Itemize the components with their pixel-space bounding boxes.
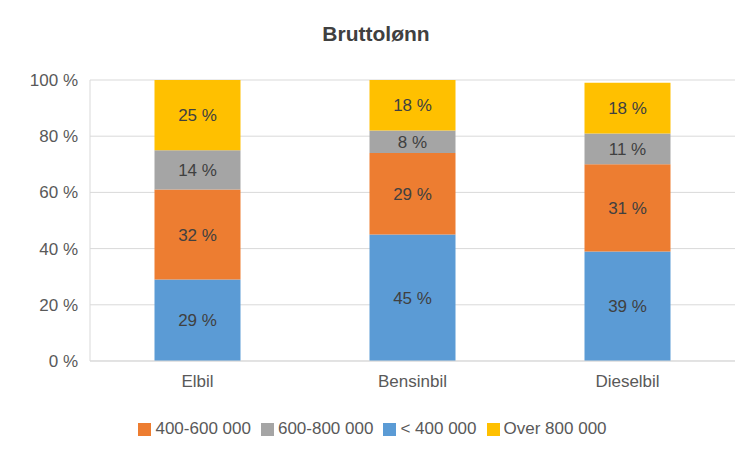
html-text:< 400 000: < 400 000 xyxy=(400,419,477,438)
svg-text:20 %: 20 % xyxy=(39,296,78,315)
svg-text:100 %: 100 % xyxy=(30,71,78,90)
html-text:600-800 000: 600-800 000 xyxy=(277,419,374,438)
svg-text:31 %: 31 % xyxy=(608,199,647,218)
svg-text:39 %: 39 % xyxy=(608,297,647,316)
svg-text:18 %: 18 % xyxy=(393,96,432,115)
svg-text:11 %: 11 % xyxy=(609,140,647,159)
svg-text:29 %: 29 % xyxy=(393,185,432,204)
svg-text:Dieselbil: Dieselbil xyxy=(595,372,659,391)
html-text:400-600 000: 400-600 000 xyxy=(155,419,251,438)
svg-text:18 %: 18 % xyxy=(608,99,647,118)
svg-text:45 %: 45 % xyxy=(393,289,432,308)
svg-text:Elbil: Elbil xyxy=(181,372,213,391)
svg-text:14 %: 14 % xyxy=(178,161,217,180)
svg-text:0 %: 0 % xyxy=(49,352,78,371)
svg-text:40 %: 40 % xyxy=(39,240,78,259)
svg-text:80 %: 80 % xyxy=(39,127,78,146)
html-text:Bruttolønn: Bruttolønn xyxy=(322,22,430,45)
svg-text:25 %: 25 % xyxy=(178,106,217,125)
svg-text:29 %: 29 % xyxy=(178,311,217,330)
svg-text:32 %: 32 % xyxy=(178,226,217,245)
svg-text:8 %: 8 % xyxy=(398,133,427,152)
svg-text:60 %: 60 % xyxy=(39,183,78,202)
svg-text:Bensinbil: Bensinbil xyxy=(378,372,447,391)
html-text:Over 800 000: Over 800 000 xyxy=(503,419,607,438)
